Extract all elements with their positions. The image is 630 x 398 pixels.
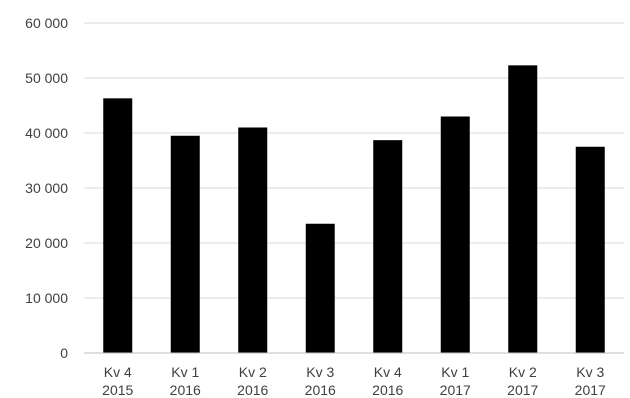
x-category-label: Kv 3 2016 <box>305 364 336 398</box>
x-category-label-line: Kv 2 <box>509 364 537 380</box>
bar <box>440 116 470 353</box>
y-tick-label: 0 <box>60 345 68 361</box>
x-category-label-line: Kv 2 <box>239 364 267 380</box>
gridlines <box>84 22 624 299</box>
x-category-label-line: 2016 <box>372 382 403 398</box>
bar <box>305 223 335 353</box>
y-tick-label: 40 000 <box>25 125 68 141</box>
x-category-label-line: 2016 <box>305 382 336 398</box>
bar <box>170 135 200 353</box>
x-category-label-line: Kv 3 <box>306 364 334 380</box>
x-category-label: Kv 1 2016 <box>170 364 201 398</box>
x-category-label-line: 2016 <box>237 382 268 398</box>
y-tick-label: 20 000 <box>25 235 68 251</box>
x-category-label: Kv 2 2016 <box>237 364 268 398</box>
x-category-label-line: Kv 4 <box>374 364 402 380</box>
y-tick-label: 60 000 <box>25 15 68 31</box>
x-category-label-line: Kv 1 <box>441 364 469 380</box>
bars <box>103 65 605 353</box>
x-category-label-line: Kv 3 <box>576 364 604 380</box>
x-category-label-line: 2015 <box>102 382 133 398</box>
y-axis-tick-labels: 0 10 000 20 000 30 000 40 000 50 000 60 000 <box>25 15 68 361</box>
x-axis-category-labels: Kv 4 2015 Kv 1 2016 Kv 2 2016 Kv 3 2016 Kv 4 2016… <box>102 364 606 398</box>
x-category-label: Kv 4 2015 <box>102 364 133 398</box>
bar <box>575 146 605 353</box>
x-category-label-line: 2017 <box>440 382 471 398</box>
bar <box>373 140 403 353</box>
y-tick-label: 50 000 <box>25 70 68 86</box>
y-tick-label: 30 000 <box>25 180 68 196</box>
x-category-label: Kv 1 2017 <box>440 364 471 398</box>
x-category-label-line: Kv 1 <box>171 364 199 380</box>
bar <box>238 127 268 353</box>
x-category-label-line: 2017 <box>575 382 606 398</box>
x-category-label-line: Kv 4 <box>104 364 132 380</box>
x-category-label-line: 2016 <box>170 382 201 398</box>
x-category-label-line: 2017 <box>507 382 538 398</box>
bar <box>103 98 133 353</box>
y-tick-label: 10 000 <box>25 290 68 306</box>
x-category-label: Kv 2 2017 <box>507 364 538 398</box>
x-category-label: Kv 4 2016 <box>372 364 403 398</box>
x-category-label: Kv 3 2017 <box>575 364 606 398</box>
bar <box>508 65 538 353</box>
